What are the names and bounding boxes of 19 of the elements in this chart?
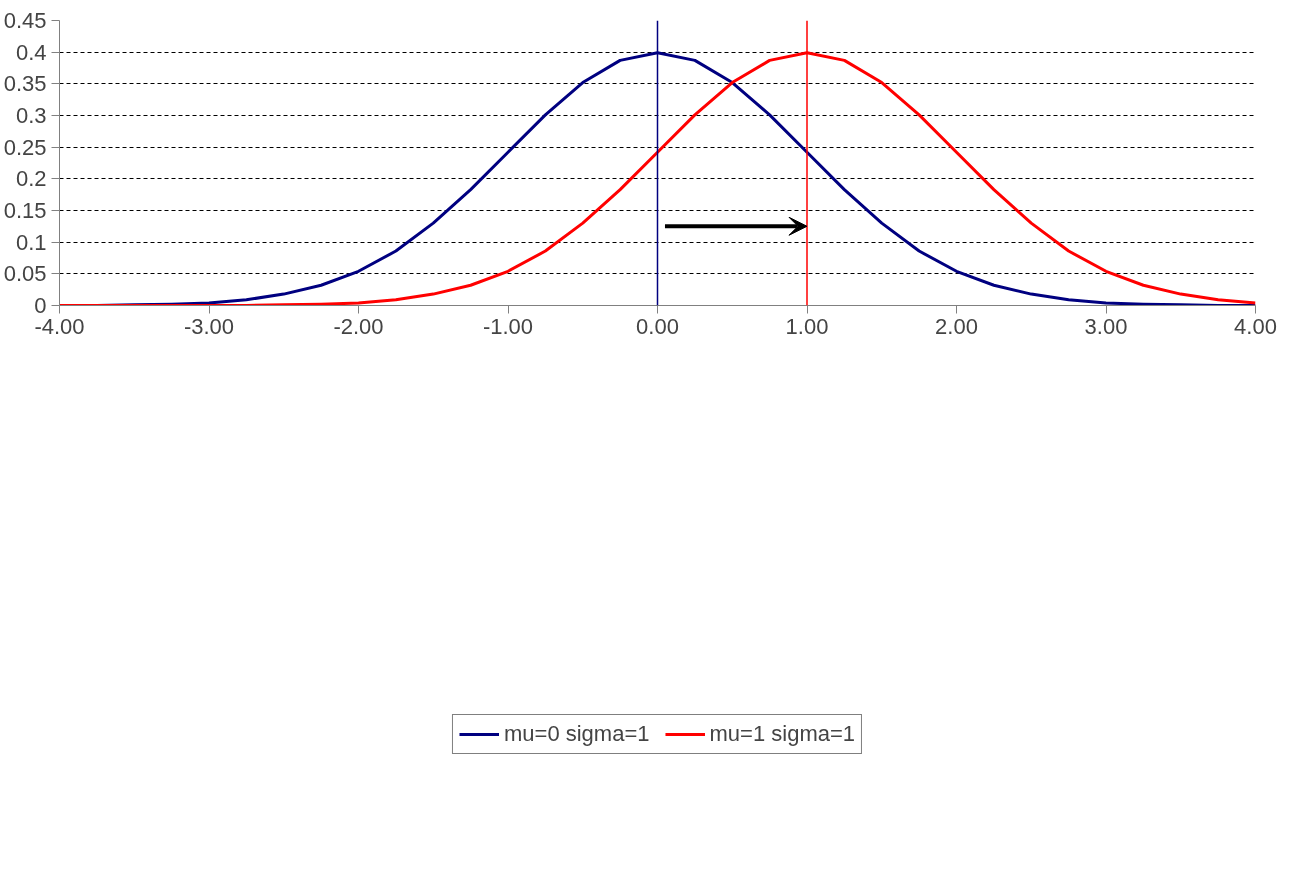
- x-tick-label: 1.00: [785, 313, 829, 339]
- y-tick-label: 0.15: [3, 198, 47, 223]
- y-tick-label: 0.45: [3, 8, 47, 33]
- x-tick-label: 3.00: [1084, 313, 1128, 339]
- y-tick-label: 0.4: [15, 39, 47, 65]
- legend-label: mu=0 sigma=1: [503, 721, 650, 747]
- legend-label: mu=1 sigma=1: [709, 721, 856, 747]
- y-tick-label: 0.2: [15, 166, 47, 192]
- x-tick-label: 4.00: [1234, 313, 1277, 339]
- x-tick-label: 0.00: [636, 313, 679, 339]
- x-tick-label: -3.00: [183, 313, 235, 339]
- x-tick-label: -2.00: [333, 313, 384, 339]
- y-tick-label: 0.3: [15, 103, 47, 128]
- y-tick-label: 0.35: [3, 71, 47, 97]
- x-tick-label: -1.00: [482, 313, 534, 339]
- x-tick-label: 2.00: [935, 313, 978, 339]
- y-tick-label: 0.1: [15, 229, 47, 255]
- y-tick-label: 0.25: [3, 134, 47, 160]
- y-tick-label: 0.05: [3, 261, 47, 287]
